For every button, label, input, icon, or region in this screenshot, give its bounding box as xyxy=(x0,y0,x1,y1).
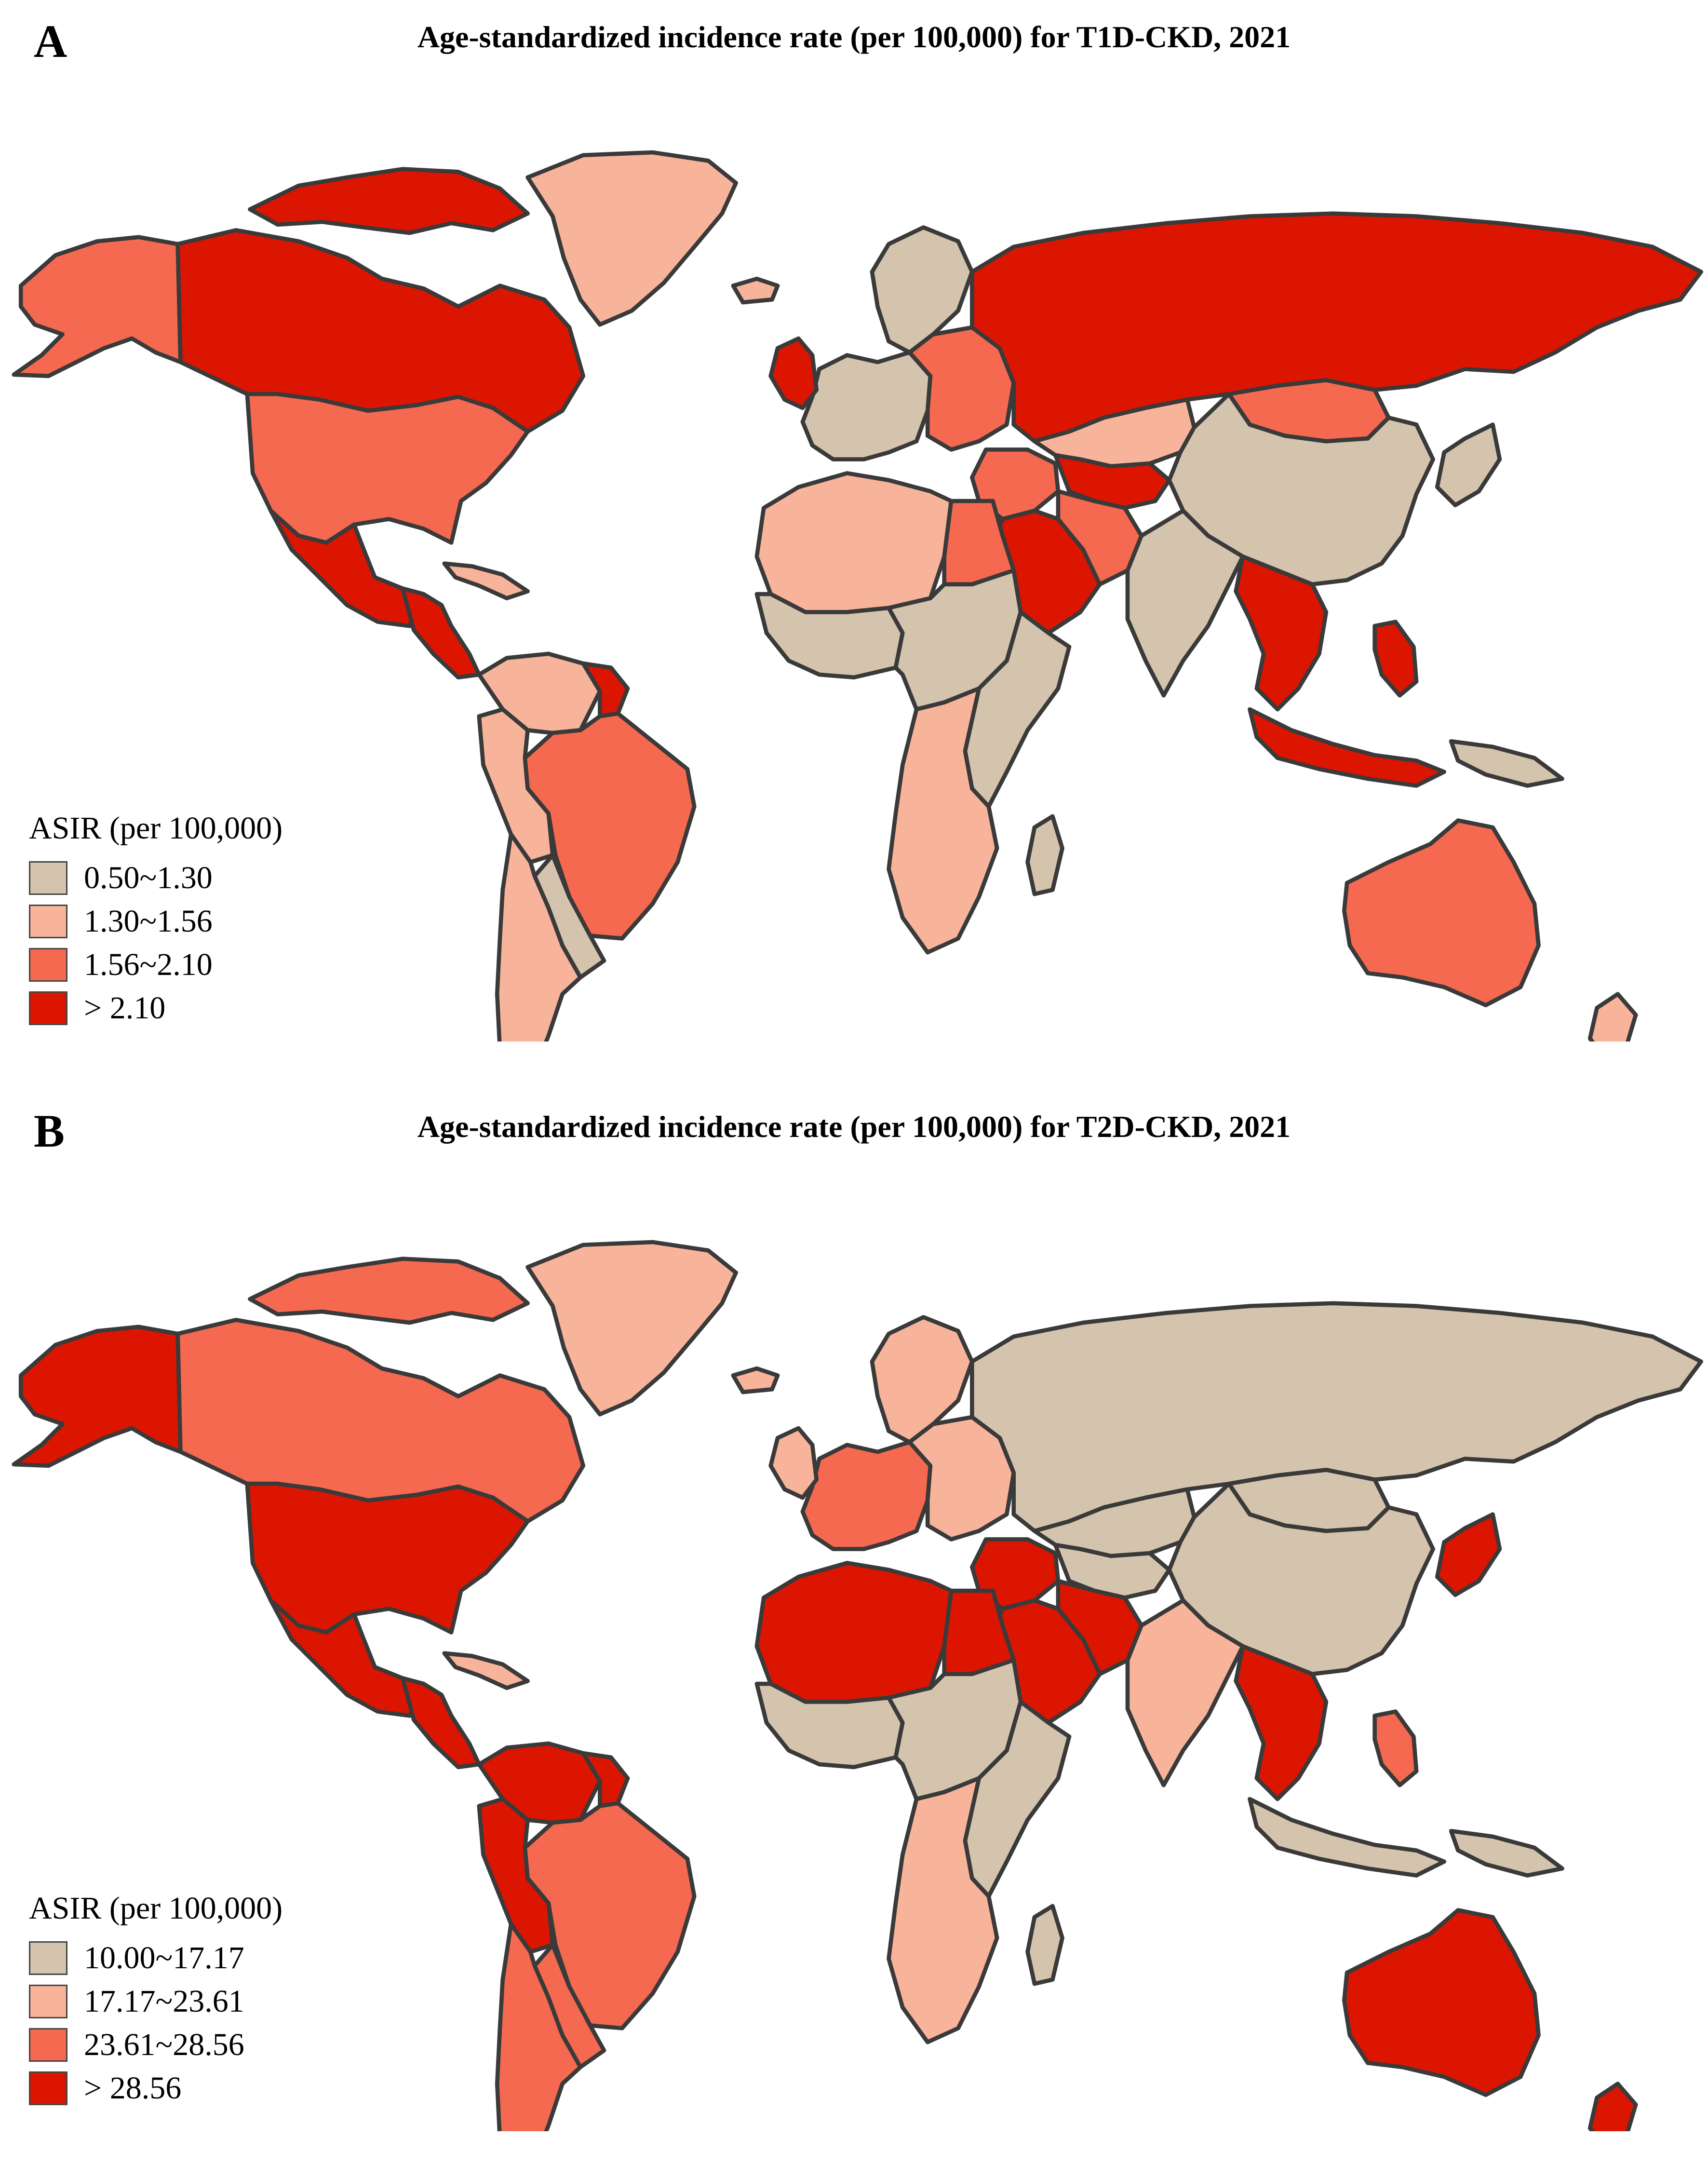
region-new-zealand xyxy=(1587,992,1638,1042)
region-canada xyxy=(175,1318,586,1524)
legend-swatch xyxy=(29,2028,67,2062)
legend-title: ASIR (per 100,000) xyxy=(29,1891,283,1926)
region-peru-bolivia xyxy=(477,1797,555,1954)
legend-label: 1.56~2.10 xyxy=(84,947,213,982)
region-iceland xyxy=(731,1366,780,1394)
region-eastern-europe xyxy=(907,325,1016,452)
region-argentina-chile xyxy=(495,832,583,1042)
legend: ASIR (per 100,000) 0.50~1.30 1.30~1.56 1… xyxy=(29,810,282,1030)
region-southern-africa xyxy=(887,1776,999,2044)
region-argentina-chile xyxy=(495,1922,583,2131)
region-east-africa xyxy=(963,610,1072,809)
legend-swatch xyxy=(29,905,67,938)
legend-item: 10.00~17.17 xyxy=(29,1936,282,1980)
region-philippines xyxy=(1372,620,1419,698)
region-peru-bolivia xyxy=(477,707,555,865)
region-southeast-asia xyxy=(1234,1644,1329,1801)
region-alaska xyxy=(12,235,183,379)
region-usa xyxy=(245,1481,530,1635)
legend-swatch xyxy=(29,1941,67,1975)
legend-label: 23.61~28.56 xyxy=(84,2027,244,2062)
region-canada xyxy=(175,228,586,434)
legend-label: > 2.10 xyxy=(84,990,166,1026)
region-uk-ireland xyxy=(768,336,819,410)
region-new-guinea xyxy=(1449,1829,1564,1878)
region-caribbean xyxy=(442,561,530,600)
region-usa xyxy=(245,392,530,545)
region-indonesia xyxy=(1248,707,1447,788)
region-greenland xyxy=(525,1240,738,1417)
legend-swatch xyxy=(29,2071,67,2105)
legend-title: ASIR (per 100,000) xyxy=(29,811,283,846)
region-greenland xyxy=(525,150,738,327)
region-north-africa xyxy=(754,1561,954,1704)
region-iceland xyxy=(731,276,780,305)
panel-b: B Age-standardized incidence rate (per 1… xyxy=(0,1090,1708,2178)
region-eastern-europe xyxy=(907,1415,1016,1542)
region-japan-korea xyxy=(1435,1512,1502,1597)
region-alaska xyxy=(12,1325,183,1468)
panel-letter: A xyxy=(34,15,67,67)
legend-label: 0.50~1.30 xyxy=(84,860,213,895)
legend-label: 1.30~1.56 xyxy=(84,904,213,939)
legend-swatch xyxy=(29,991,67,1025)
legend-item: 0.50~1.30 xyxy=(29,856,282,900)
legend-label: 10.00~17.17 xyxy=(84,1940,244,1975)
region-india xyxy=(1125,508,1245,698)
world-map xyxy=(12,1240,1703,2131)
legend: ASIR (per 100,000) 10.00~17.17 17.17~23.… xyxy=(29,1890,282,2110)
legend-item: 23.61~28.56 xyxy=(29,2023,282,2067)
panel-letter: B xyxy=(34,1105,65,1157)
region-southern-africa xyxy=(887,686,999,955)
legend-swatch xyxy=(29,1985,67,2018)
region-western-europe xyxy=(800,1440,933,1551)
region-southeast-asia xyxy=(1234,554,1329,712)
region-philippines xyxy=(1372,1709,1419,1787)
region-central-america xyxy=(401,1676,482,1770)
legend-swatch xyxy=(29,948,67,982)
region-indonesia xyxy=(1248,1797,1447,1878)
legend-label: 17.17~23.61 xyxy=(84,1984,244,2019)
legend-item: > 2.10 xyxy=(29,987,282,1030)
region-north-africa xyxy=(754,471,954,614)
region-japan-korea xyxy=(1435,422,1502,507)
region-madagascar xyxy=(1025,1904,1064,1986)
legend-item: > 28.56 xyxy=(29,2067,282,2110)
panel-a: A Age-standardized incidence rate (per 1… xyxy=(0,0,1708,1070)
region-new-guinea xyxy=(1449,739,1564,788)
region-australia xyxy=(1342,818,1541,1007)
region-madagascar xyxy=(1025,814,1064,896)
panel-title: Age-standardized incidence rate (per 100… xyxy=(417,1109,1291,1144)
region-arctic-islands xyxy=(248,1257,530,1325)
panel-title: Age-standardized incidence rate (per 100… xyxy=(417,20,1291,54)
legend-label: > 28.56 xyxy=(84,2070,182,2106)
region-new-zealand xyxy=(1587,2082,1638,2131)
world-map xyxy=(12,150,1703,1042)
legend-item: 17.17~23.61 xyxy=(29,1980,282,2023)
legend-swatch xyxy=(29,861,67,895)
region-central-america xyxy=(401,586,482,680)
region-east-africa xyxy=(963,1700,1072,1899)
region-australia xyxy=(1342,1908,1541,2097)
region-western-europe xyxy=(800,350,933,461)
legend-item: 1.56~2.10 xyxy=(29,943,282,987)
region-arctic-islands xyxy=(248,167,530,235)
legend-item: 1.30~1.56 xyxy=(29,900,282,943)
region-india xyxy=(1125,1598,1245,1787)
region-caribbean xyxy=(442,1651,530,1690)
region-uk-ireland xyxy=(768,1426,819,1500)
